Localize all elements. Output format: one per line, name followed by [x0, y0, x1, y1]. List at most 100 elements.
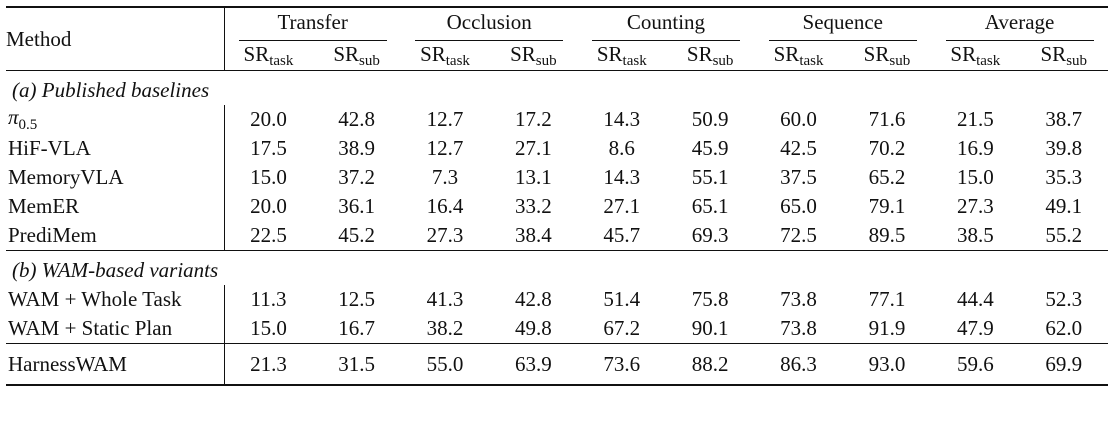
- value-cell: 38.9: [338, 136, 375, 160]
- table-row: π0.5 20.0 42.8 12.7 17.2 14.3 50.9 60.0 71.6 21.5…: [6, 105, 1108, 134]
- subheader-sr-sub: SRsub: [1040, 42, 1088, 69]
- value-cell: 38.4: [515, 223, 552, 247]
- value-cell: 90.1: [691, 316, 729, 340]
- value-cell: 12.5: [338, 287, 375, 311]
- value-cell: 17.2: [515, 107, 552, 131]
- table-row: MemoryVLA 15.0 37.2 7.3 13.1 14.3 55.1 37.5 65.2…: [6, 163, 1108, 192]
- value-cell: 39.8: [1045, 136, 1083, 160]
- value-cell: 37.2: [338, 165, 375, 189]
- value-cell: 93.0: [868, 351, 906, 376]
- value-cell: 38.2: [426, 316, 464, 340]
- value-cell: 17.5: [250, 136, 287, 160]
- value-cell: 86.3: [780, 351, 817, 376]
- value-cell: 51.4: [603, 287, 641, 311]
- value-cell: 16.4: [426, 194, 464, 218]
- value-cell: 15.0: [250, 165, 287, 189]
- value-cell: 65.0: [780, 194, 817, 218]
- value-cell: 65.2: [868, 165, 906, 189]
- subheader-sr-sub: SRsub: [686, 42, 734, 69]
- value-cell: 69.9: [1045, 351, 1083, 376]
- group-header-average: Average: [931, 7, 1108, 42]
- value-cell: 15.0: [956, 165, 994, 189]
- method-cell: PrediMem: [6, 221, 225, 251]
- table-row: WAM + Static Plan 15.0 16.7 38.2 49.8 67.2 90.…: [6, 314, 1108, 344]
- value-cell: 38.5: [956, 223, 994, 247]
- value-cell: 59.6: [956, 351, 994, 376]
- method-cell: WAM + Whole Task: [6, 285, 225, 314]
- subheader-sr-sub: SRsub: [510, 42, 557, 69]
- value-cell: 27.1: [603, 194, 641, 218]
- method-cell: MemER: [6, 192, 225, 221]
- subheader-sr-task: SRtask: [596, 42, 647, 69]
- value-cell: 50.9: [691, 107, 729, 131]
- value-cell: 71.6: [868, 107, 906, 131]
- value-cell: 73.8: [780, 287, 817, 311]
- table-row: HiF-VLA 17.5 38.9 12.7 27.1 8.6 45.9 42.5 70.2 16…: [6, 134, 1108, 163]
- value-cell: 38.7: [1045, 107, 1083, 131]
- value-cell: 45.7: [603, 223, 641, 247]
- value-cell: 8.6: [608, 136, 635, 160]
- value-cell: 15.0: [250, 316, 287, 340]
- subheader-sr-sub: SRsub: [333, 42, 380, 69]
- value-cell: 22.5: [250, 223, 287, 247]
- method-cell: MemoryVLA: [6, 163, 225, 192]
- value-cell: 88.2: [691, 351, 729, 376]
- table-row: WAM + Whole Task 11.3 12.5 41.3 42.8 51.4 75.8…: [6, 285, 1108, 314]
- method-cell: WAM + Static Plan: [6, 314, 225, 344]
- value-cell: 13.1: [515, 165, 552, 189]
- value-cell: 72.5: [780, 223, 817, 247]
- final-method-row: HarnessWAM 21.3 31.5 55.0 63.9 73.6 88.2 86.3 93…: [6, 343, 1108, 385]
- group-header-sequence: Sequence: [754, 7, 931, 42]
- value-cell: 49.8: [515, 316, 552, 340]
- value-cell: 67.2: [603, 316, 641, 340]
- subheader-sr-task: SRtask: [420, 42, 470, 69]
- value-cell: 52.3: [1045, 287, 1083, 311]
- value-cell: 60.0: [780, 107, 817, 131]
- value-cell: 49.1: [1045, 194, 1083, 218]
- method-cell: HarnessWAM: [6, 343, 225, 385]
- value-cell: 27.3: [426, 223, 464, 247]
- value-cell: 42.5: [780, 136, 817, 160]
- method-cell: HiF-VLA: [6, 134, 225, 163]
- value-cell: 41.3: [426, 287, 464, 311]
- section-label: (b) WAM-based variants: [12, 258, 219, 282]
- group-header-occlusion: Occlusion: [401, 7, 578, 42]
- value-cell: 14.3: [603, 107, 641, 131]
- value-cell: 45.9: [691, 136, 729, 160]
- subheader-sr-task: SRtask: [950, 42, 1001, 69]
- value-cell: 20.0: [250, 194, 287, 218]
- value-cell: 91.9: [868, 316, 906, 340]
- value-cell: 16.7: [338, 316, 375, 340]
- method-header: Method: [6, 7, 225, 71]
- table-row: MemER 20.0 36.1 16.4 33.2 27.1 65.1 65.0 79.1 27.…: [6, 192, 1108, 221]
- value-cell: 89.5: [868, 223, 906, 247]
- header-sub-row: SRtask SRsub SRtask SRsub SRtask SRsub SRtask S…: [6, 42, 1108, 71]
- value-cell: 73.6: [603, 351, 641, 376]
- value-cell: 69.3: [691, 223, 729, 247]
- value-cell: 73.8: [780, 316, 817, 340]
- value-cell: 27.3: [956, 194, 994, 218]
- value-cell: 7.3: [431, 165, 459, 189]
- value-cell: 79.1: [868, 194, 906, 218]
- value-cell: 12.7: [426, 107, 464, 131]
- subheader-sr-sub: SRsub: [863, 42, 911, 69]
- value-cell: 27.1: [515, 136, 552, 160]
- value-cell: 55.2: [1045, 223, 1083, 247]
- value-cell: 63.9: [515, 351, 552, 376]
- value-cell: 44.4: [956, 287, 994, 311]
- table-row: PrediMem 22.5 45.2 27.3 38.4 45.7 69.3 72.5 89.5…: [6, 221, 1108, 251]
- value-cell: 21.5: [956, 107, 994, 131]
- results-body: (a) Published baselines π0.5 20.0 42.8 12.7 1…: [6, 70, 1108, 385]
- value-cell: 16.9: [956, 136, 994, 160]
- value-cell: 42.8: [338, 107, 375, 131]
- value-cell: 70.2: [868, 136, 906, 160]
- method-cell: π0.5: [6, 105, 225, 134]
- value-cell: 21.3: [250, 351, 287, 376]
- value-cell: 20.0: [250, 107, 287, 131]
- value-cell: 62.0: [1045, 316, 1083, 340]
- group-header-transfer: Transfer: [224, 7, 401, 42]
- value-cell: 42.8: [515, 287, 552, 311]
- value-cell: 47.9: [956, 316, 994, 340]
- value-cell: 75.8: [691, 287, 729, 311]
